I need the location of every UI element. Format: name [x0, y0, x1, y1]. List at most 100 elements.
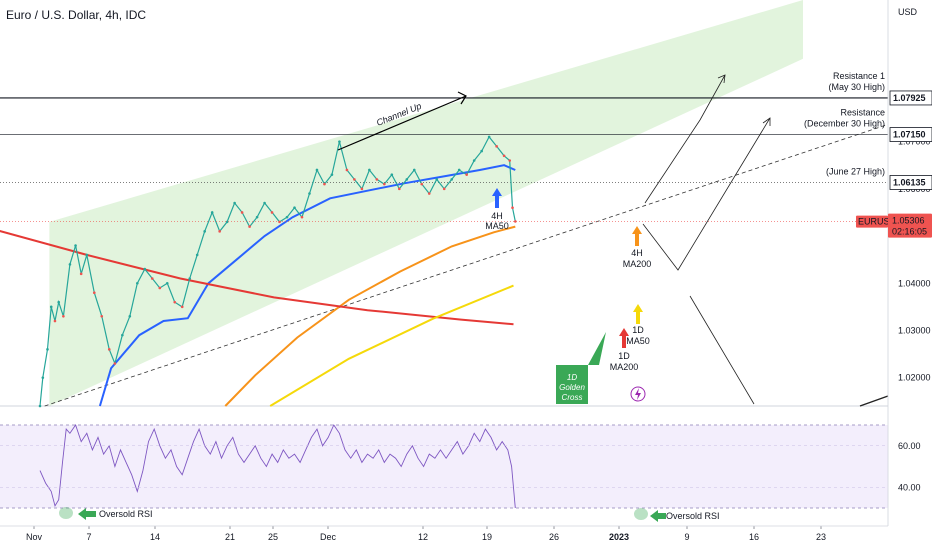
price-point	[450, 178, 454, 181]
svg-text:MA200: MA200	[610, 362, 639, 372]
x-tick-label: 25	[268, 532, 278, 542]
price-point	[136, 281, 139, 285]
price-point	[150, 277, 154, 280]
price-point	[240, 211, 244, 214]
price-point	[368, 168, 371, 172]
channel-trend-arrowhead	[457, 91, 467, 105]
x-tick-label: 26	[549, 532, 559, 542]
price-point	[338, 140, 341, 143]
price-tick-label: 1.02000	[898, 373, 931, 383]
level-tag-value: 1.07925	[893, 93, 926, 103]
projection-path-3	[689, 295, 755, 405]
annotation-1d-ma200: 1D MA200	[610, 328, 639, 372]
price-point	[49, 305, 53, 309]
x-tick-label: 23	[816, 532, 826, 542]
price-point	[420, 182, 424, 186]
price-point	[41, 376, 45, 379]
price-point	[511, 206, 514, 210]
price-point	[435, 178, 439, 181]
chart-title: Euro / U.S. Dollar, 4h, IDC	[6, 8, 147, 22]
price-point	[57, 300, 61, 304]
price-tick-label: 1.03000	[898, 325, 931, 335]
price-point	[495, 145, 498, 148]
price-points	[38, 135, 517, 408]
x-tick-label: 9	[684, 532, 689, 542]
price-point	[218, 230, 221, 233]
price-point	[480, 149, 483, 153]
price-point	[353, 178, 356, 181]
annotation-4h-ma200: 4H MA200	[623, 226, 652, 269]
price-point	[487, 135, 491, 139]
price-point	[330, 173, 334, 176]
price-point	[360, 187, 364, 191]
svg-text:Oversold RSI: Oversold RSI	[99, 509, 153, 519]
level-subtitle: (May 30 High)	[828, 82, 885, 92]
rsi-tick-label: 40.00	[898, 482, 921, 492]
oversold-rsi-marker-2: Oversold RSI	[634, 508, 720, 522]
price-point	[195, 253, 199, 257]
price-point	[412, 168, 416, 172]
projection-path-2	[642, 117, 771, 271]
price-point	[398, 187, 401, 191]
level-tag-bg	[889, 90, 932, 106]
level-tag-value: 1.07150	[893, 130, 926, 140]
annotation-golden-cross: 1D Golden Cross	[556, 332, 606, 404]
price-point	[427, 192, 431, 195]
price-point	[121, 333, 124, 337]
currency-label: USD	[898, 7, 918, 17]
arrowhead-1	[717, 74, 726, 84]
price-point	[457, 168, 461, 172]
price-point	[38, 404, 42, 408]
x-tick-label: Nov	[26, 532, 43, 542]
price-point	[263, 201, 266, 205]
x-tick-label: 16	[749, 532, 759, 542]
price-point	[472, 159, 476, 162]
rsi-axis: 40.00 60.00	[0, 441, 921, 492]
svg-text:MA200: MA200	[623, 259, 652, 269]
dashed-support-line	[44, 124, 889, 407]
svg-text:1D: 1D	[632, 325, 644, 335]
current-price-value: 1.05306	[892, 216, 925, 226]
price-point	[74, 244, 77, 247]
svg-text:MA50: MA50	[626, 336, 650, 346]
arrowhead-2	[762, 117, 771, 126]
svg-text:Golden: Golden	[559, 383, 585, 392]
price-point	[85, 253, 89, 257]
rsi-series-line	[39, 424, 516, 509]
price-point	[46, 348, 49, 351]
x-tick-label: 7	[86, 532, 91, 542]
price-point	[203, 230, 206, 233]
price-point	[62, 315, 65, 318]
price-point	[180, 305, 184, 309]
level-title: Resistance	[840, 108, 885, 118]
price-point	[79, 272, 83, 276]
resistance-levels	[0, 97, 888, 183]
rsi-tick-label: 60.00	[898, 441, 921, 451]
price-point	[300, 215, 304, 219]
level-subtitle: (December 30 High)	[804, 119, 885, 129]
oversold-rsi-marker-1: Oversold RSI	[59, 507, 153, 520]
x-tick-label: 21	[225, 532, 235, 542]
price-point	[210, 211, 214, 214]
price-point	[248, 225, 251, 228]
price-point	[442, 187, 446, 191]
level-title: (June 27 High)	[826, 166, 885, 176]
x-tick-label: 19	[482, 532, 492, 542]
channel-trend-arrow	[337, 95, 467, 151]
ma-line	[224, 225, 516, 407]
price-point	[233, 201, 236, 205]
price-point	[158, 286, 162, 290]
ma-line	[98, 164, 516, 407]
level-tag-value: 1.06135	[893, 177, 926, 187]
symbol-tag-bg	[856, 215, 888, 228]
price-point	[68, 263, 72, 266]
annotation-1d-ma50: 1D MA50	[626, 304, 650, 346]
price-point	[143, 267, 147, 271]
price-point	[508, 159, 512, 162]
price-point	[173, 300, 177, 304]
current-price-bg	[888, 213, 932, 238]
countdown-value: 02:16:05	[892, 227, 927, 237]
x-axis: Nov 7 14 21 25 Dec 12 19 26 2023 9 16 23	[0, 525, 888, 542]
price-point	[502, 154, 506, 158]
